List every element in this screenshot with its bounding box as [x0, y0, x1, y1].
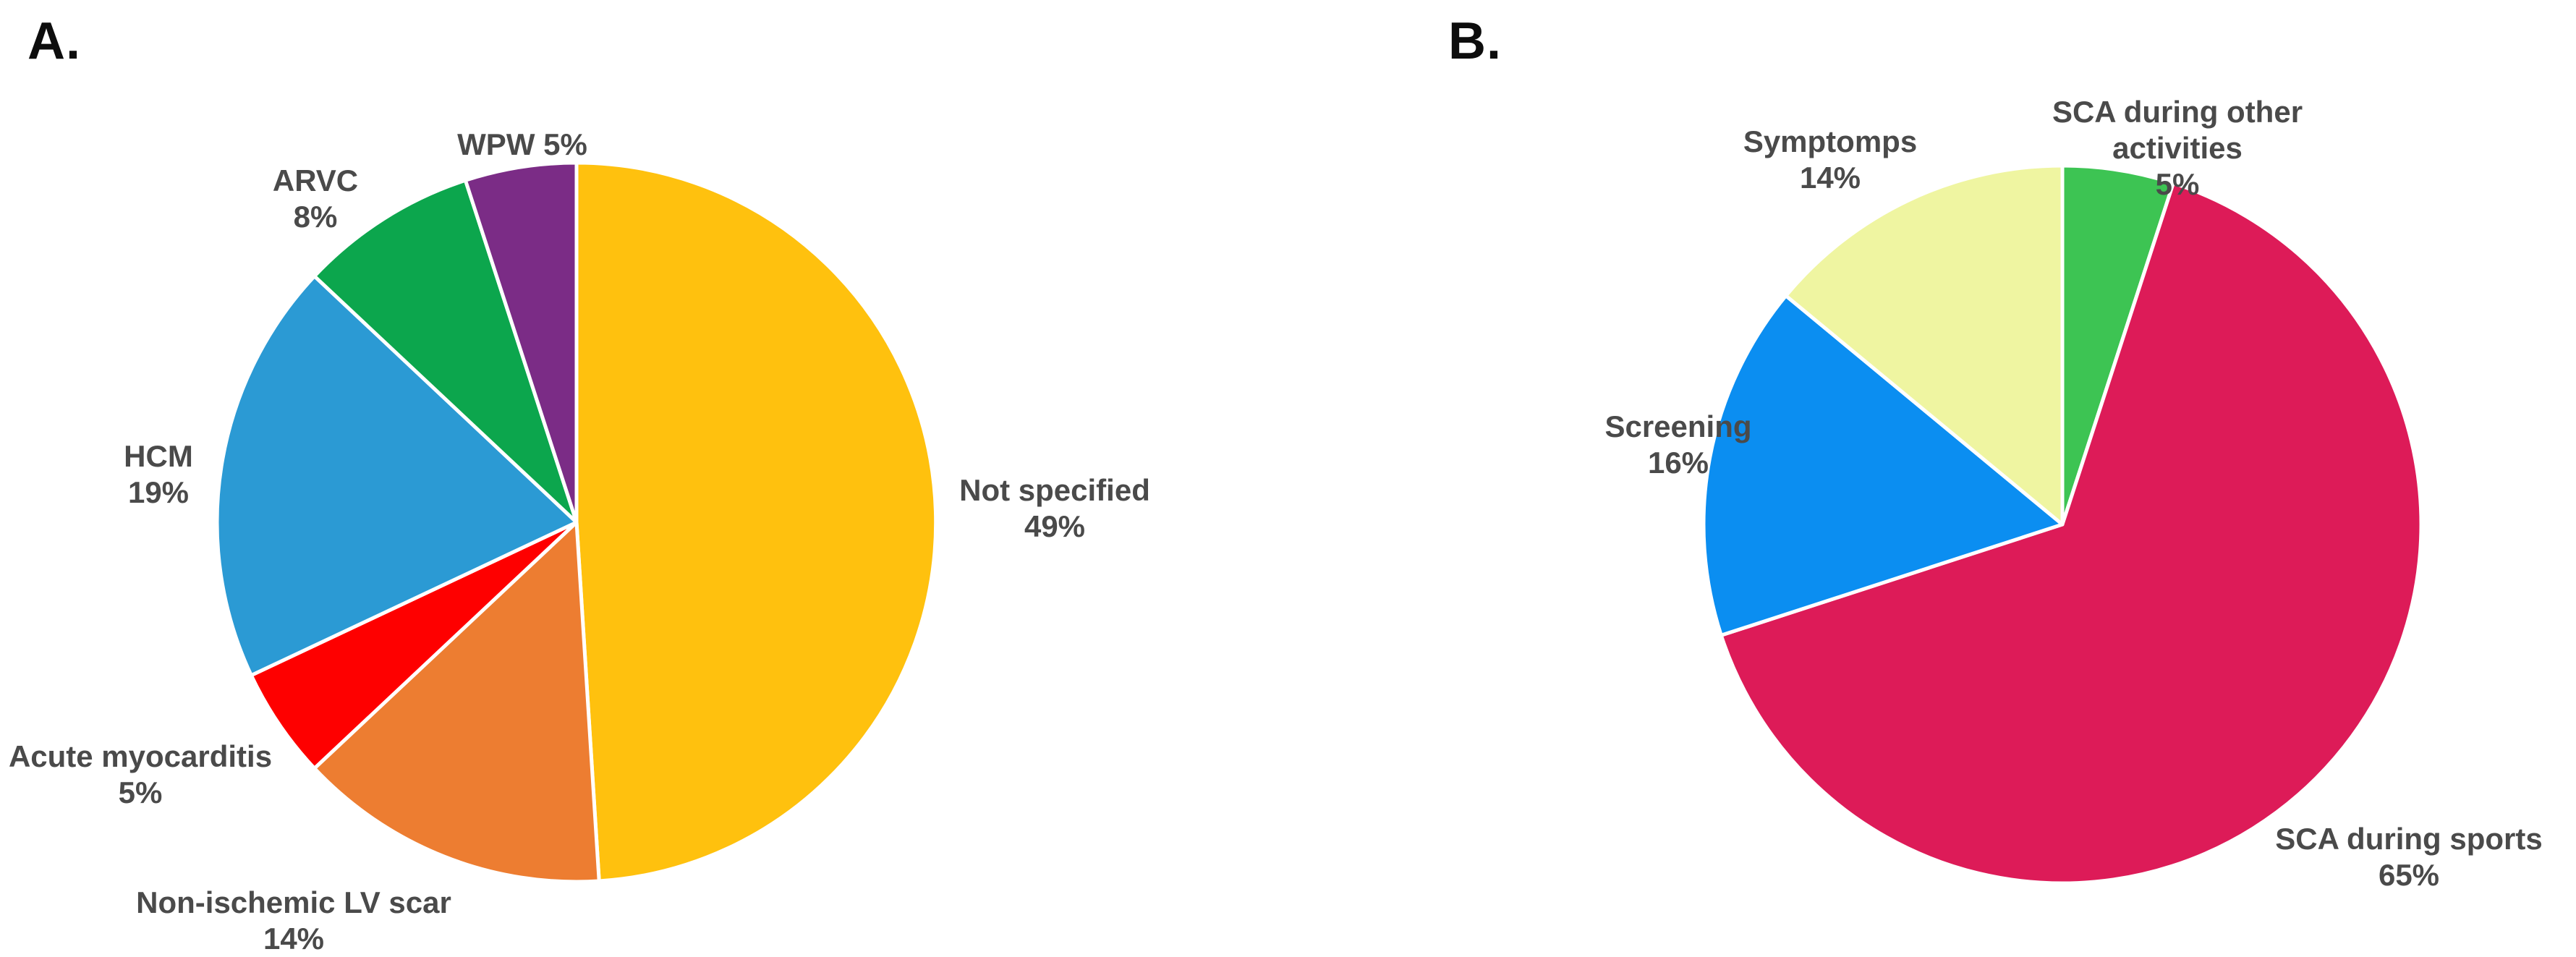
pie-a-slice-not-specified	[574, 161, 938, 883]
label-line: 49%	[1024, 509, 1086, 543]
label-line: 19%	[127, 475, 190, 509]
label-line: Screening	[1604, 409, 1752, 443]
label-line: HCM	[124, 439, 193, 473]
label-line: 5%	[118, 775, 163, 809]
pie-a-slice-acute-myocarditis	[249, 520, 579, 770]
label-sca-during-other-activities: SCA during other activities 5%	[2052, 94, 2303, 203]
label-arvc: ARVC 8%	[273, 163, 358, 235]
label-line: 16%	[1647, 446, 1709, 480]
label-line: 5%	[2155, 167, 2200, 201]
label-line: SCA during sports	[2275, 822, 2543, 856]
label-line: 14%	[1799, 161, 1861, 195]
label-line: Non-ischemic LV scar	[136, 885, 451, 919]
pie-b-slice-symptomps	[1784, 163, 2065, 527]
panel-b-letter: B.	[1448, 12, 1502, 70]
pie-a-slice-wpw	[463, 161, 579, 524]
label-line: Not specified	[959, 473, 1150, 507]
pie-b-slice-sca-during-sports	[1719, 181, 2423, 885]
label-acute-myocarditis: Acute myocarditis 5%	[9, 739, 272, 811]
label-line: Symptomps	[1743, 124, 1918, 158]
label-wpw: WPW 5%	[457, 127, 587, 163]
pie-a-slice-arvc	[313, 178, 579, 524]
label-line: SCA during other	[2052, 95, 2303, 129]
label-sca-during-sports: SCA during sports 65%	[2275, 821, 2542, 893]
pie-a-slice-non-ischemic-lv-scar	[313, 520, 601, 884]
label-line: Acute myocarditis	[8, 739, 273, 773]
label-line: WPW 5%	[457, 127, 587, 161]
label-line: 65%	[2378, 858, 2440, 892]
panel-a-letter: A.	[27, 12, 81, 70]
label-non-ischemic-lv-scar: Non-ischemic LV scar 14%	[136, 885, 451, 957]
label-line: 14%	[263, 922, 325, 956]
pie-b-slice-screening	[1701, 294, 2065, 637]
label-line: activities	[2112, 131, 2243, 165]
label-symptomps: Symptomps 14%	[1743, 124, 1917, 196]
label-line: ARVC	[272, 163, 359, 197]
label-screening: Screening 16%	[1604, 409, 1751, 481]
label-not-specified: Not specified 49%	[959, 472, 1150, 545]
label-line: 8%	[293, 200, 338, 234]
pie-a-slice-hcm	[215, 274, 579, 678]
label-hcm: HCM 19%	[124, 438, 193, 511]
